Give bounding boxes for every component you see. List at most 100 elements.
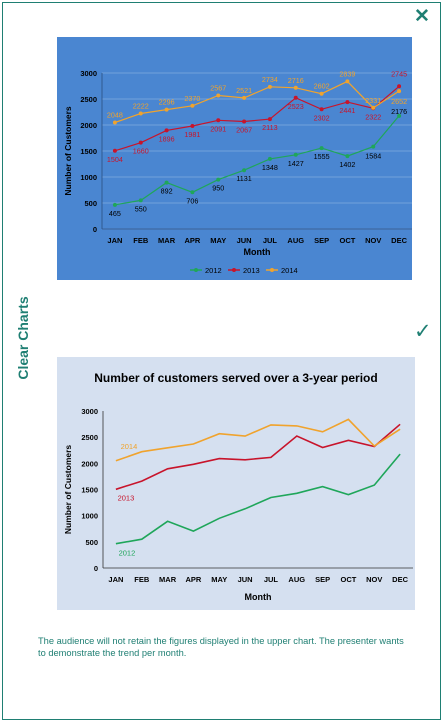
data-point-2013 — [138, 140, 143, 145]
data-label-2014: 2521 — [236, 86, 252, 95]
data-label-2012: 550 — [135, 204, 147, 213]
legend-item-2013: 2013 — [228, 266, 260, 275]
x-tick-label: OCT — [340, 575, 356, 584]
data-label-2013: 2113 — [262, 123, 277, 132]
legend-label: 2014 — [281, 266, 298, 275]
x-tick-label: APR — [184, 236, 200, 245]
x-tick-label: MAR — [158, 236, 176, 245]
data-label-2014: 2839 — [339, 69, 355, 78]
data-point-2012 — [345, 154, 350, 159]
data-point-2014 — [164, 107, 169, 112]
data-point-2013 — [190, 123, 195, 128]
y-axis-title: Number of Customers — [63, 106, 73, 196]
data-point-2012 — [319, 146, 324, 151]
data-point-2014 — [112, 120, 117, 125]
series-line-2014 — [115, 418, 401, 462]
series-label-2014: 2014 — [121, 442, 138, 451]
clean-line-chart: Number of customers served over a 3-year… — [57, 357, 415, 610]
data-label-2013: 2441 — [339, 106, 355, 115]
data-point-2014 — [267, 84, 272, 89]
data-label-2012: 950 — [212, 184, 224, 193]
x-tick-label: SEP — [315, 575, 330, 584]
y-tick-label: 0 — [93, 225, 97, 234]
x-tick-label: JUL — [264, 575, 279, 584]
x-axis-title: Month — [244, 247, 271, 257]
chart-background — [57, 37, 412, 280]
data-label-2012: 1131 — [236, 174, 251, 183]
data-label-2013: 1981 — [184, 130, 200, 139]
data-point-2012 — [397, 113, 402, 118]
data-point-2012 — [112, 202, 117, 207]
data-point-2014 — [138, 111, 143, 116]
y-tick-label: 3000 — [81, 407, 98, 416]
x-tick-label: OCT — [339, 236, 355, 245]
x-tick-label: JUL — [263, 236, 278, 245]
x-tick-label: MAR — [159, 575, 177, 584]
checkmark-icon: ✓ — [414, 320, 432, 343]
data-point-2013 — [112, 148, 117, 153]
data-label-2014: 2331 — [365, 96, 381, 105]
data-point-2012 — [216, 177, 221, 182]
close-x-icon: ✕ — [414, 6, 430, 27]
data-point-2013 — [293, 95, 298, 100]
series-line-2013 — [114, 85, 400, 152]
data-label-2012: 1584 — [365, 152, 381, 161]
x-tick-label: JAN — [108, 575, 123, 584]
x-tick-label: MAY — [210, 236, 226, 245]
legend-marker — [232, 268, 236, 272]
data-point-2013 — [216, 118, 221, 123]
data-point-2013 — [242, 119, 247, 124]
data-point-2014 — [190, 103, 195, 108]
x-tick-label: APR — [185, 575, 201, 584]
data-label-2013: 1896 — [159, 134, 175, 143]
y-tick-label: 2500 — [80, 95, 97, 104]
y-axis-title: Number of Customers — [63, 445, 73, 535]
data-label-2013: 2091 — [210, 124, 226, 133]
data-point-2012 — [138, 198, 143, 203]
legend-marker — [194, 268, 198, 272]
chart-background — [57, 357, 415, 610]
legend-label: 2012 — [205, 266, 222, 275]
data-point-2012 — [164, 180, 169, 185]
series-line-2012 — [115, 453, 401, 545]
y-tick-label: 1500 — [81, 486, 98, 495]
data-label-2012: 465 — [109, 209, 121, 218]
legend-item-2012: 2012 — [190, 266, 222, 275]
y-tick-label: 500 — [84, 199, 97, 208]
x-tick-label: DEC — [391, 236, 407, 245]
data-label-2014: 2716 — [288, 76, 304, 85]
y-tick-label: 2000 — [80, 121, 97, 130]
data-label-2012: 892 — [161, 187, 173, 196]
data-label-2012: 1427 — [288, 159, 304, 168]
x-tick-label: FEB — [134, 575, 150, 584]
cluttered-line-chart: 0 500 1000 1500 2000 2500 3000 JAN FEB MAR APR MAY J… — [57, 37, 412, 280]
data-point-2013 — [345, 100, 350, 105]
data-label-2014: 2370 — [184, 94, 200, 103]
data-label-2013: 1660 — [133, 147, 149, 156]
data-point-2012 — [190, 190, 195, 195]
data-point-2012 — [371, 144, 376, 149]
x-tick-label: MAY — [211, 575, 227, 584]
x-tick-label: JUN — [237, 236, 252, 245]
data-label-2012: 706 — [186, 196, 198, 205]
x-tick-label: NOV — [365, 236, 381, 245]
legend-item-2014: 2014 — [266, 266, 298, 275]
x-tick-label: DEC — [392, 575, 408, 584]
data-point-2013 — [397, 84, 402, 89]
data-label-2013: 1504 — [107, 155, 123, 164]
data-point-2012 — [267, 156, 272, 161]
x-tick-label: NOV — [366, 575, 382, 584]
series-label-2012: 2012 — [119, 549, 136, 558]
y-tick-label: 1000 — [81, 512, 98, 521]
x-tick-label: AUG — [288, 575, 305, 584]
data-point-2013 — [319, 107, 324, 112]
x-tick-label: JAN — [107, 236, 122, 245]
series-line-2012 — [114, 115, 400, 206]
data-label-2013: 2523 — [288, 102, 304, 111]
x-tick-label: SEP — [314, 236, 329, 245]
data-label-2014: 2048 — [107, 111, 123, 120]
data-label-2014: 2222 — [133, 101, 149, 110]
series-line-2013 — [115, 423, 401, 491]
legend-marker — [270, 268, 274, 272]
data-point-2014 — [216, 93, 221, 98]
